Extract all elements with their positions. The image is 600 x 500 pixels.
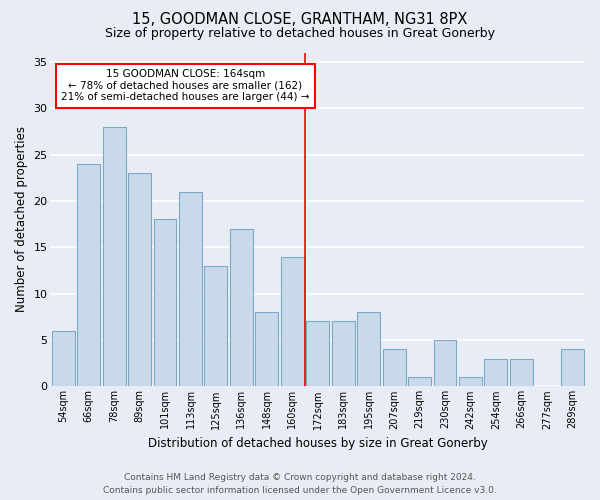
Bar [205,266,227,386]
Bar [281,256,304,386]
Bar [77,164,100,386]
Bar [561,350,584,387]
Bar [383,350,406,387]
Bar [459,377,482,386]
Bar [103,126,125,386]
Bar [179,192,202,386]
Y-axis label: Number of detached properties: Number of detached properties [15,126,28,312]
Bar [52,330,74,386]
Text: 15, GOODMAN CLOSE, GRANTHAM, NG31 8PX: 15, GOODMAN CLOSE, GRANTHAM, NG31 8PX [133,12,467,28]
Bar [434,340,457,386]
Bar [128,173,151,386]
Bar [154,220,176,386]
Bar [306,322,329,386]
Text: 15 GOODMAN CLOSE: 164sqm
← 78% of detached houses are smaller (162)
21% of semi-: 15 GOODMAN CLOSE: 164sqm ← 78% of detach… [61,69,310,102]
Bar [510,358,533,386]
Text: Contains HM Land Registry data © Crown copyright and database right 2024.
Contai: Contains HM Land Registry data © Crown c… [103,474,497,495]
X-axis label: Distribution of detached houses by size in Great Gonerby: Distribution of detached houses by size … [148,437,488,450]
Text: Size of property relative to detached houses in Great Gonerby: Size of property relative to detached ho… [105,28,495,40]
Bar [332,322,355,386]
Bar [357,312,380,386]
Bar [256,312,278,386]
Bar [408,377,431,386]
Bar [230,228,253,386]
Bar [484,358,508,386]
